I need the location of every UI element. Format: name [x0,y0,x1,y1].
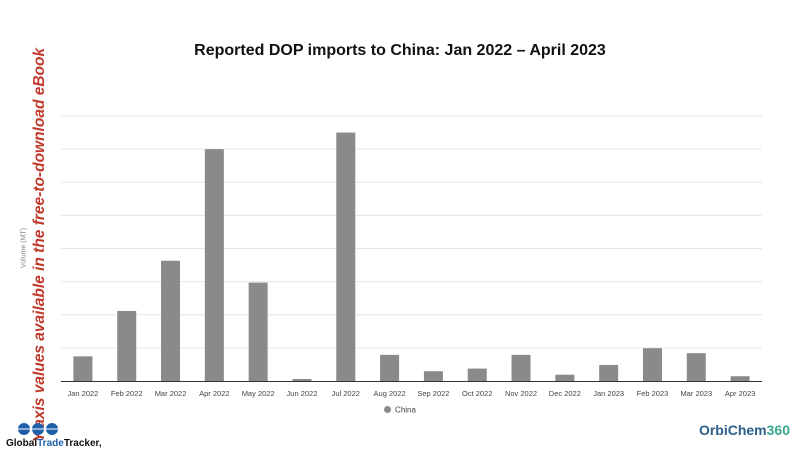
bar-sep-2022[interactable] [423,371,443,381]
x-tick-label: Dec 2022 [549,389,581,398]
bar-apr-2023[interactable] [730,376,750,381]
chart-title: Reported DOP imports to China: Jan 2022 … [194,42,606,59]
bar-chart: Jan 2022 Feb 2022 Mar 2022 Apr 2022 May 2022… [61,115,762,398]
x-tick-label: Apr 2023 [725,389,755,398]
x-tick-label: Oct 2022 [462,389,492,398]
legend-marker [384,406,392,414]
x-tick-label: Jan 2022 [67,389,98,398]
x-tick-label: Feb 2022 [111,389,143,398]
bars [73,132,750,381]
bar-apr-2022[interactable] [204,149,224,381]
bar-mar-2023[interactable] [686,353,706,381]
bar-jan-2023[interactable] [599,364,619,381]
x-tick-label: Mar 2023 [680,389,712,398]
x-tick-label: Jun 2022 [287,389,318,398]
x-tick-label: Jan 2023 [593,389,624,398]
bar-dec-2022[interactable] [555,374,575,381]
x-tick-label: Sep 2022 [417,389,449,398]
global-trade-tracker-logo: GlobalTradeTracker, [6,438,102,449]
bar-jun-2022[interactable] [292,379,312,381]
gridlines [61,115,762,349]
x-tick-label: Nov 2022 [505,389,537,398]
x-tick-labels: Jan 2022 Feb 2022 Mar 2022 Apr 2022 May 2022… [67,389,755,398]
bar-mar-2022[interactable] [161,260,181,381]
x-tick-label: Feb 2023 [637,389,669,398]
bar-aug-2022[interactable] [380,354,400,381]
x-tick-label: Jul 2022 [332,389,360,398]
x-tick-label: Apr 2022 [199,389,229,398]
x-tick-label: May 2022 [242,389,275,398]
bar-feb-2022[interactable] [117,310,137,381]
globe-icon [18,423,58,435]
bar-nov-2022[interactable] [511,354,531,381]
bar-jul-2022[interactable] [336,132,356,381]
legend[interactable]: China [0,405,800,414]
orbichem360-logo: OrbiChem360 [698,422,790,438]
x-tick-label: Aug 2022 [374,389,406,398]
bar-oct-2022[interactable] [467,368,487,381]
legend-label-china: China [395,405,416,415]
bar-may-2022[interactable] [248,282,268,381]
bar-feb-2023[interactable] [642,348,662,381]
bar-jan-2022[interactable] [73,356,93,381]
x-tick-label: Mar 2022 [155,389,187,398]
